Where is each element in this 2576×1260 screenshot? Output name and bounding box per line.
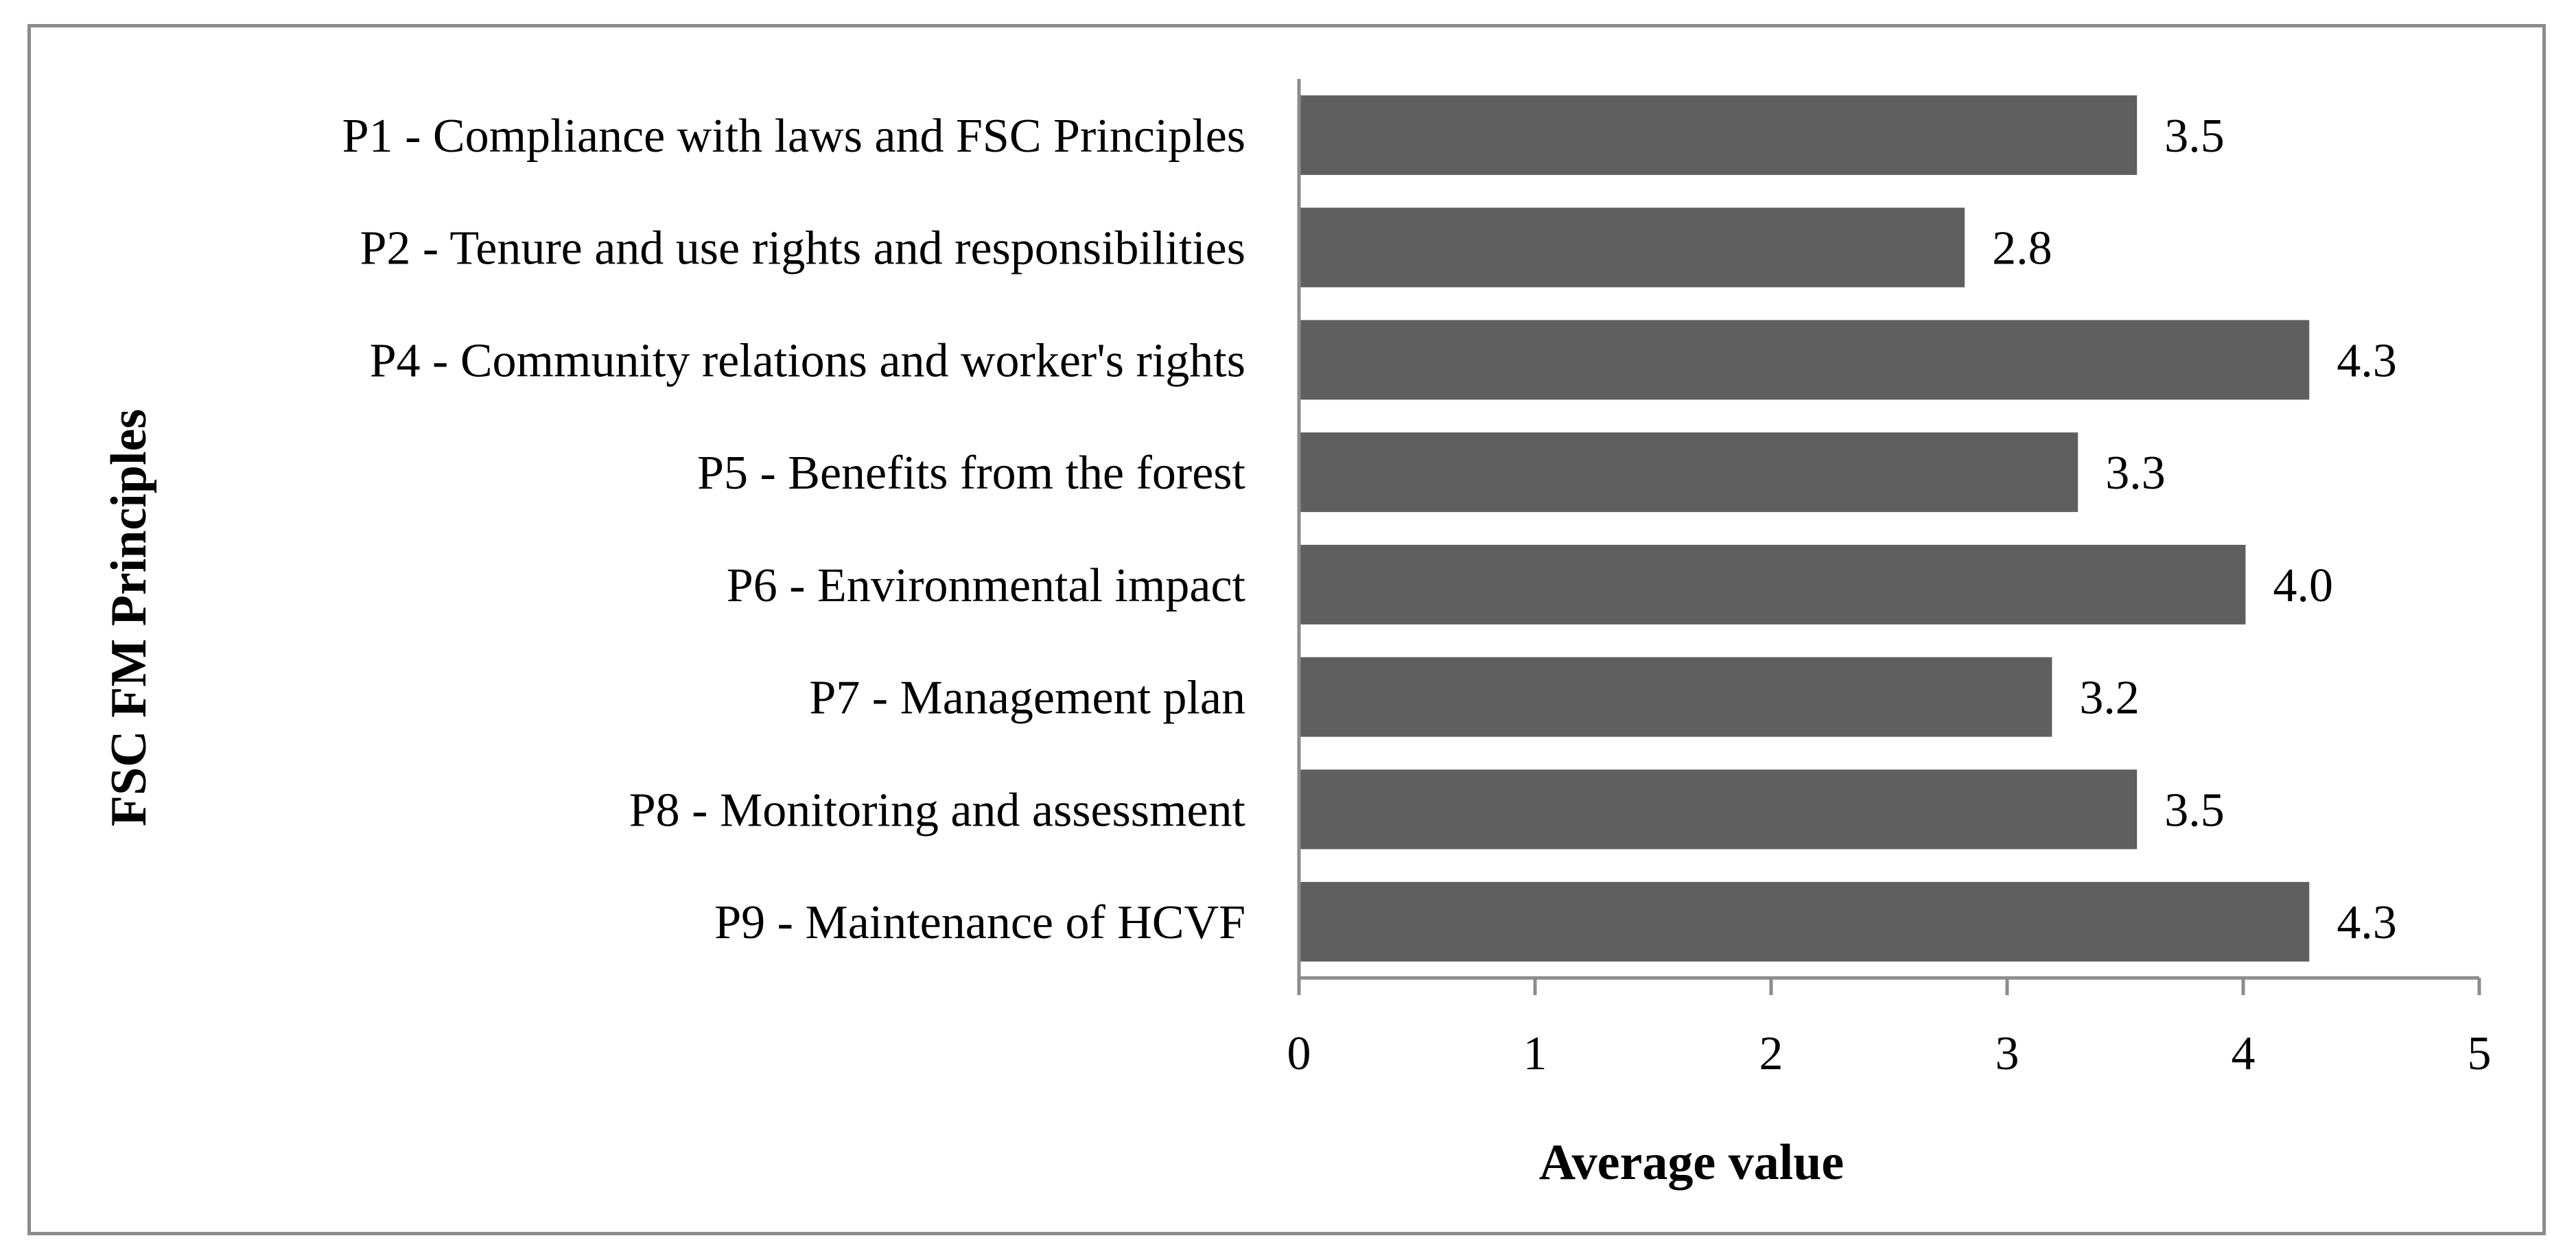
bars-layer [1299, 95, 2310, 962]
category-label: P1 - Compliance with laws and FSC Princi… [342, 110, 1245, 163]
bar-2 [1299, 207, 1965, 288]
chart-frame [27, 24, 2546, 1235]
y-axis-title: FSC FM Principles [101, 409, 157, 826]
category-label: P4 - Community relations and worker's ri… [370, 334, 1245, 387]
bar-8 [1299, 882, 2310, 962]
x-tick-label: 1 [1523, 1027, 1547, 1080]
bar-3 [1299, 320, 2310, 400]
bar-5 [1299, 544, 2246, 625]
category-label: P6 - Environmental impact [727, 559, 1246, 612]
bar-4 [1299, 432, 2079, 513]
x-tick-label: 2 [1759, 1027, 1783, 1080]
value-label: 4.0 [2273, 559, 2333, 612]
value-label: 2.8 [1992, 222, 2052, 275]
category-label: P5 - Benefits from the forest [697, 447, 1246, 500]
x-tick-label: 5 [2468, 1027, 2492, 1080]
category-label: P2 - Tenure and use rights and responsib… [360, 222, 1245, 275]
x-axis-title: Average value [1539, 1134, 1845, 1191]
value-label: 4.3 [2337, 896, 2397, 949]
value-label: 3.3 [2105, 447, 2166, 500]
category-label: P8 - Monitoring and assessment [629, 784, 1246, 837]
category-label: P7 - Management plan [809, 672, 1245, 725]
x-tick-label: 3 [1995, 1027, 2019, 1080]
value-label: 4.3 [2337, 334, 2397, 387]
x-tick-label: 4 [2232, 1027, 2256, 1080]
value-label: 3.5 [2164, 110, 2225, 163]
bar-6 [1299, 657, 2052, 737]
x-tick-label: 0 [1287, 1027, 1311, 1080]
labels-layer: P1 - Compliance with laws and FSC Princi… [342, 110, 2397, 949]
value-label: 3.5 [2164, 784, 2225, 837]
bar-7 [1299, 769, 2138, 850]
value-label: 3.2 [2079, 672, 2140, 725]
axis-layer: 0 1 2 3 4 5 [1287, 79, 2492, 1080]
category-label: P9 - Maintenance of HCVF [714, 896, 1245, 949]
bar-1 [1299, 95, 2138, 175]
